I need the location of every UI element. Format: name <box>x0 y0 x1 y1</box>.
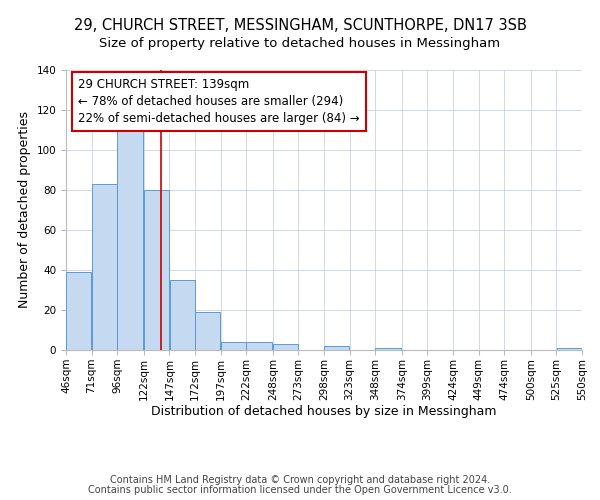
Text: Contains public sector information licensed under the Open Government Licence v3: Contains public sector information licen… <box>88 485 512 495</box>
Text: 29 CHURCH STREET: 139sqm
← 78% of detached houses are smaller (294)
22% of semi-: 29 CHURCH STREET: 139sqm ← 78% of detach… <box>78 78 360 125</box>
Bar <box>144 190 169 350</box>
Bar <box>195 312 220 350</box>
Bar <box>170 280 195 350</box>
Bar <box>66 272 91 350</box>
Bar <box>221 342 246 350</box>
Bar <box>324 346 349 350</box>
X-axis label: Distribution of detached houses by size in Messingham: Distribution of detached houses by size … <box>151 406 497 418</box>
Bar <box>376 348 401 350</box>
Bar <box>92 184 117 350</box>
Y-axis label: Number of detached properties: Number of detached properties <box>18 112 31 308</box>
Bar <box>273 344 298 350</box>
Text: Size of property relative to detached houses in Messingham: Size of property relative to detached ho… <box>100 38 500 51</box>
Text: Contains HM Land Registry data © Crown copyright and database right 2024.: Contains HM Land Registry data © Crown c… <box>110 475 490 485</box>
Bar <box>247 342 272 350</box>
Text: 29, CHURCH STREET, MESSINGHAM, SCUNTHORPE, DN17 3SB: 29, CHURCH STREET, MESSINGHAM, SCUNTHORP… <box>74 18 526 32</box>
Bar <box>118 130 143 350</box>
Bar <box>557 348 582 350</box>
